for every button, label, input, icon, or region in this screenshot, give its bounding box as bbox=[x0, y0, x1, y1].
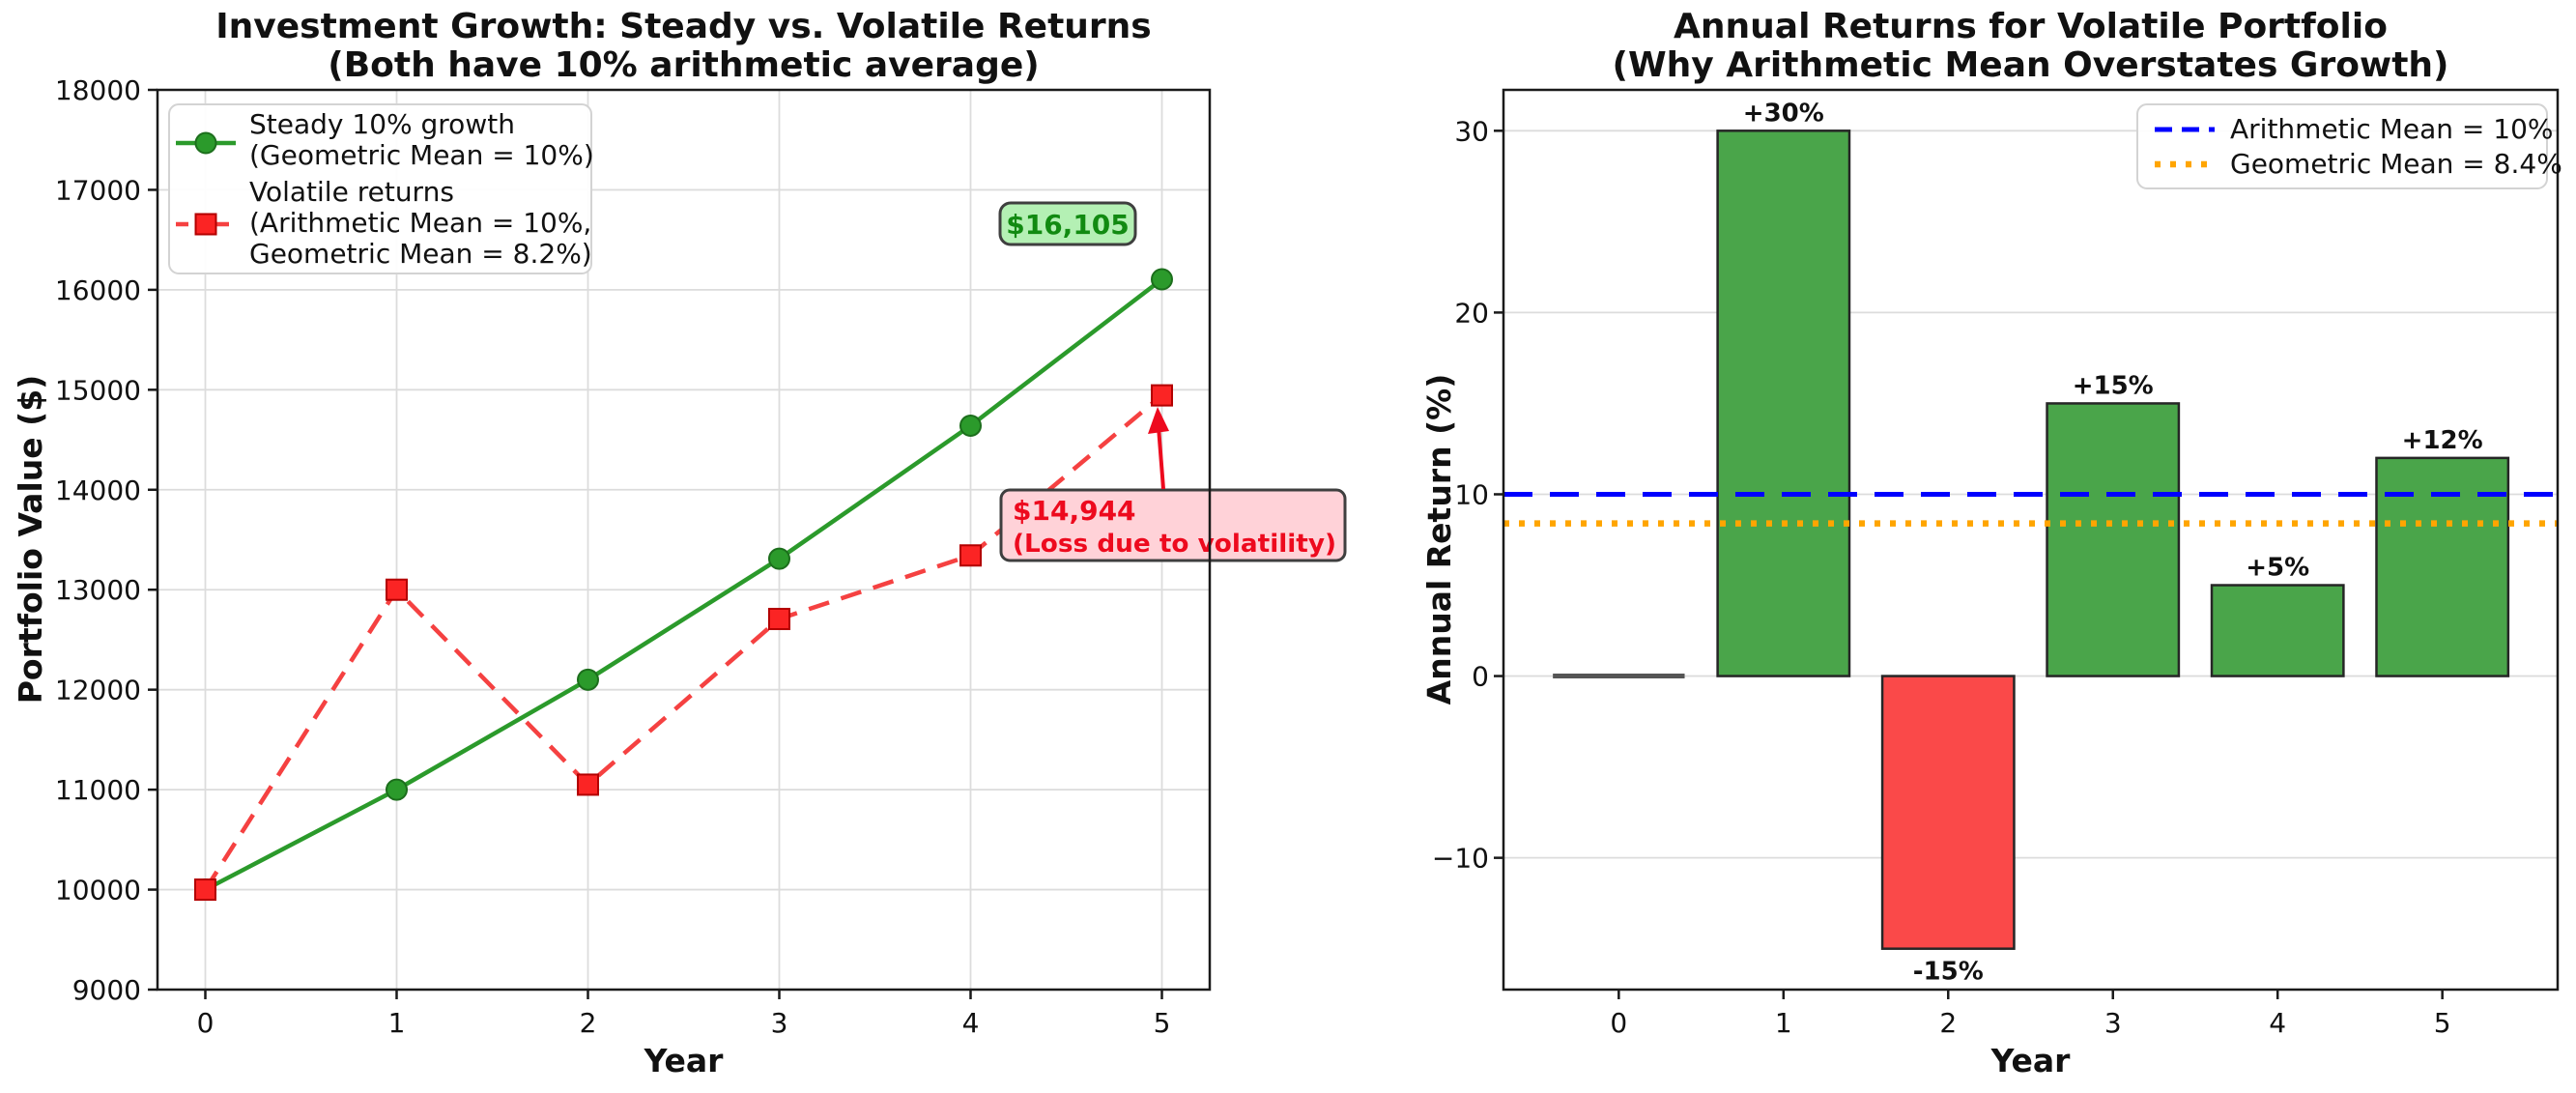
legend-label-geometric-mean: Geometric Mean = 8.4% bbox=[2230, 148, 2562, 180]
data-point-volatile bbox=[1151, 384, 1173, 407]
y-tick-label: 17000 bbox=[55, 174, 141, 206]
x-axis: 0 1 2 3 4 5 bbox=[1610, 990, 2451, 1039]
line-chart: $16,105 $14,944 (Loss due to volatility) 0 1… bbox=[55, 74, 1347, 1039]
annotation-box-pink bbox=[999, 488, 1347, 562]
annotation-steady-final: $16,105 bbox=[998, 201, 1137, 246]
bar-chart-title-line1: Annual Returns for Volatile Portfolio bbox=[1674, 7, 2388, 46]
annotation-box-green bbox=[998, 201, 1137, 246]
y-tick-label: 10 bbox=[1454, 478, 1489, 510]
bars bbox=[1553, 129, 2510, 950]
bar-label-year-3: +15% bbox=[2073, 371, 2154, 400]
bar-label-year-5: +12% bbox=[2402, 426, 2483, 455]
y-axis: 9000 10000 11000 12000 13000 14000 15000 16000 1… bbox=[55, 74, 157, 1006]
legend-label-steady-line2: (Geometric Mean = 10%) bbox=[249, 139, 594, 171]
line-chart-title: Investment Growth: Steady vs. Volatile R… bbox=[157, 8, 1210, 85]
x-tick-label: 5 bbox=[1154, 1007, 1171, 1039]
annotation-volatile-final: $14,944 (Loss due to volatility) bbox=[999, 407, 1347, 562]
y-tick-label: 15000 bbox=[55, 374, 141, 406]
x-tick-label: 1 bbox=[388, 1007, 406, 1039]
bar-label-year-1: +30% bbox=[1743, 99, 1824, 128]
y-tick-label: 30 bbox=[1454, 115, 1489, 147]
legend-label-volatile-line1: Volatile returns bbox=[249, 176, 454, 208]
bar-year-5 bbox=[2375, 456, 2510, 677]
annotation-text-steady-value: $16,105 bbox=[1006, 209, 1130, 241]
y-axis: −10 0 10 20 30 bbox=[1432, 115, 1503, 875]
data-point-volatile bbox=[959, 544, 982, 567]
legend: Steady 10% growth(Geometric Mean = 10%) V… bbox=[168, 103, 594, 274]
y-tick-label: 10000 bbox=[55, 875, 141, 906]
legend-label-volatile-line3: Geometric Mean = 8.2%) bbox=[249, 238, 592, 270]
bar-chart-title-line2: (Why Arithmetic Mean Overstates Growth) bbox=[1612, 45, 2449, 85]
x-tick-label: 5 bbox=[2434, 1007, 2451, 1039]
bar-year-3 bbox=[2046, 402, 2181, 677]
bar-year-4 bbox=[2210, 584, 2345, 677]
bar-chart-xlabel: Year bbox=[1990, 1042, 2071, 1079]
annotation-text-volatile-note: (Loss due to volatility) bbox=[1013, 530, 1336, 559]
data-point-volatile bbox=[386, 578, 408, 601]
data-point-steady bbox=[577, 668, 599, 691]
annotation-text-volatile-value: $14,944 bbox=[1013, 495, 1136, 527]
y-tick-label: 18000 bbox=[55, 74, 141, 106]
legend-box bbox=[2136, 103, 2548, 189]
data-point-steady bbox=[1151, 268, 1173, 291]
x-tick-label: 4 bbox=[2269, 1007, 2286, 1039]
line-chart-ylabel: Portfolio Value ($) bbox=[12, 374, 49, 705]
y-tick-label: 9000 bbox=[72, 974, 141, 1006]
annotations: $16,105 $14,944 (Loss due to volatility) bbox=[998, 201, 1347, 562]
data-point-steady bbox=[386, 778, 408, 801]
data-point-steady bbox=[768, 547, 790, 570]
data-point-volatile bbox=[194, 878, 216, 902]
plot-border bbox=[156, 88, 1212, 992]
bar-label-year-2: -15% bbox=[1913, 958, 1984, 987]
data-point-volatile bbox=[768, 607, 790, 630]
legend-label-arithmetic-mean: Arithmetic Mean = 10% bbox=[2230, 113, 2554, 145]
legend-label-volatile-line2: (Arithmetic Mean = 10%, bbox=[249, 207, 591, 239]
y-tick-label: 11000 bbox=[55, 774, 141, 806]
annotation-arrow-line bbox=[1157, 426, 1165, 490]
series-volatile bbox=[194, 384, 1173, 902]
line-chart-title-line1: Investment Growth: Steady vs. Volatile R… bbox=[215, 7, 1152, 46]
series-steady bbox=[194, 268, 1173, 902]
data-point-steady bbox=[959, 414, 982, 437]
bar-label-year-4: +5% bbox=[2246, 554, 2309, 583]
y-tick-label: 12000 bbox=[55, 675, 141, 706]
x-tick-label: 0 bbox=[197, 1007, 215, 1039]
y-tick-label: −10 bbox=[1432, 843, 1489, 875]
bar-year-2 bbox=[1880, 675, 2016, 950]
bar-chart-ylabel: Annual Return (%) bbox=[1420, 373, 1458, 705]
x-tick-label: 1 bbox=[1775, 1007, 1792, 1039]
data-point-volatile bbox=[577, 773, 599, 796]
bar-labels: +30% -15% +15% +5% +12% bbox=[1743, 99, 2483, 986]
line-chart-xlabel: Year bbox=[644, 1042, 724, 1079]
legend-box bbox=[168, 103, 592, 274]
legend-sample-steady-marker bbox=[194, 131, 217, 155]
annotation-arrow-head bbox=[1148, 407, 1169, 434]
legend-sample-volatile-marker bbox=[194, 213, 217, 236]
y-tick-label: 0 bbox=[1472, 661, 1489, 693]
legend-label-steady-line1: Steady 10% growth bbox=[249, 108, 515, 140]
y-tick-label: 20 bbox=[1454, 297, 1489, 329]
bar-chart: +30% -15% +15% +5% +12% 0 1 2 3 4 5 −10 0 10 20 30 Arith… bbox=[1432, 88, 2562, 1039]
y-tick-label: 14000 bbox=[55, 475, 141, 506]
series-line-steady bbox=[204, 277, 1163, 892]
bar-chart-title: Annual Returns for Volatile Portfolio (W… bbox=[1503, 8, 2558, 85]
line-chart-title-line2: (Both have 10% arithmetic average) bbox=[328, 45, 1040, 85]
x-tick-label: 3 bbox=[2104, 1007, 2122, 1039]
x-tick-label: 2 bbox=[580, 1007, 597, 1039]
x-tick-label: 3 bbox=[771, 1007, 788, 1039]
legend: Arithmetic Mean = 10%Geometric Mean = 8.… bbox=[2136, 103, 2562, 189]
plot-border bbox=[1502, 88, 2560, 992]
y-tick-label: 16000 bbox=[55, 274, 141, 306]
y-tick-label: 13000 bbox=[55, 574, 141, 606]
bar-year-1 bbox=[1716, 129, 1851, 677]
x-axis: 0 1 2 3 4 5 bbox=[197, 990, 1171, 1039]
x-tick-label: 0 bbox=[1610, 1007, 1627, 1039]
x-tick-label: 2 bbox=[1939, 1007, 1957, 1039]
x-tick-label: 4 bbox=[962, 1007, 980, 1039]
